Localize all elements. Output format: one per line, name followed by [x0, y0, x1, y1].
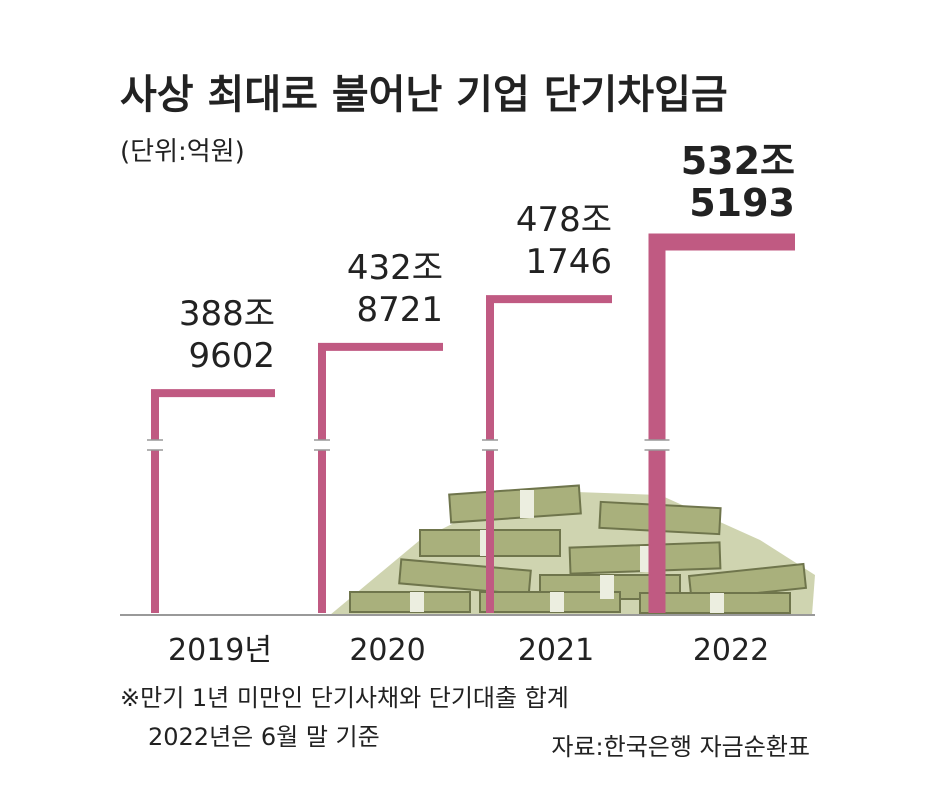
money-pile	[330, 484, 815, 615]
axis-break	[314, 440, 330, 450]
value-label: 8721	[356, 290, 443, 330]
value-label: 9602	[188, 336, 275, 376]
value-label: 5193	[689, 181, 795, 225]
axis-break	[644, 440, 670, 450]
value-label: 478조	[516, 200, 612, 240]
axis-break	[482, 440, 498, 450]
x-tick-label: 2020	[349, 633, 425, 668]
step-bar	[486, 295, 612, 613]
value-label: 1746	[525, 242, 612, 282]
note: ※만기 1년 미만인 단기사채와 단기대출 합계	[120, 684, 569, 712]
value-label: 388조	[179, 294, 275, 334]
chart-title: 사상 최대로 불어난 기업 단기차입금	[120, 72, 728, 118]
axis-break	[147, 440, 163, 450]
x-tick-label: 2021	[518, 633, 594, 668]
value-label: 432조	[347, 248, 443, 288]
step-bar	[151, 389, 275, 613]
step-bar	[648, 233, 795, 613]
value-label: 532조	[681, 139, 795, 183]
unit-label: (단위:억원)	[120, 137, 245, 167]
x-tick-label: 2022	[693, 633, 769, 668]
note: 2022년은 6월 말 기준	[148, 723, 380, 751]
step-bar	[318, 342, 443, 613]
source: 자료:한국은행 자금순환표	[551, 733, 810, 761]
x-tick-label: 2019년	[168, 633, 272, 668]
